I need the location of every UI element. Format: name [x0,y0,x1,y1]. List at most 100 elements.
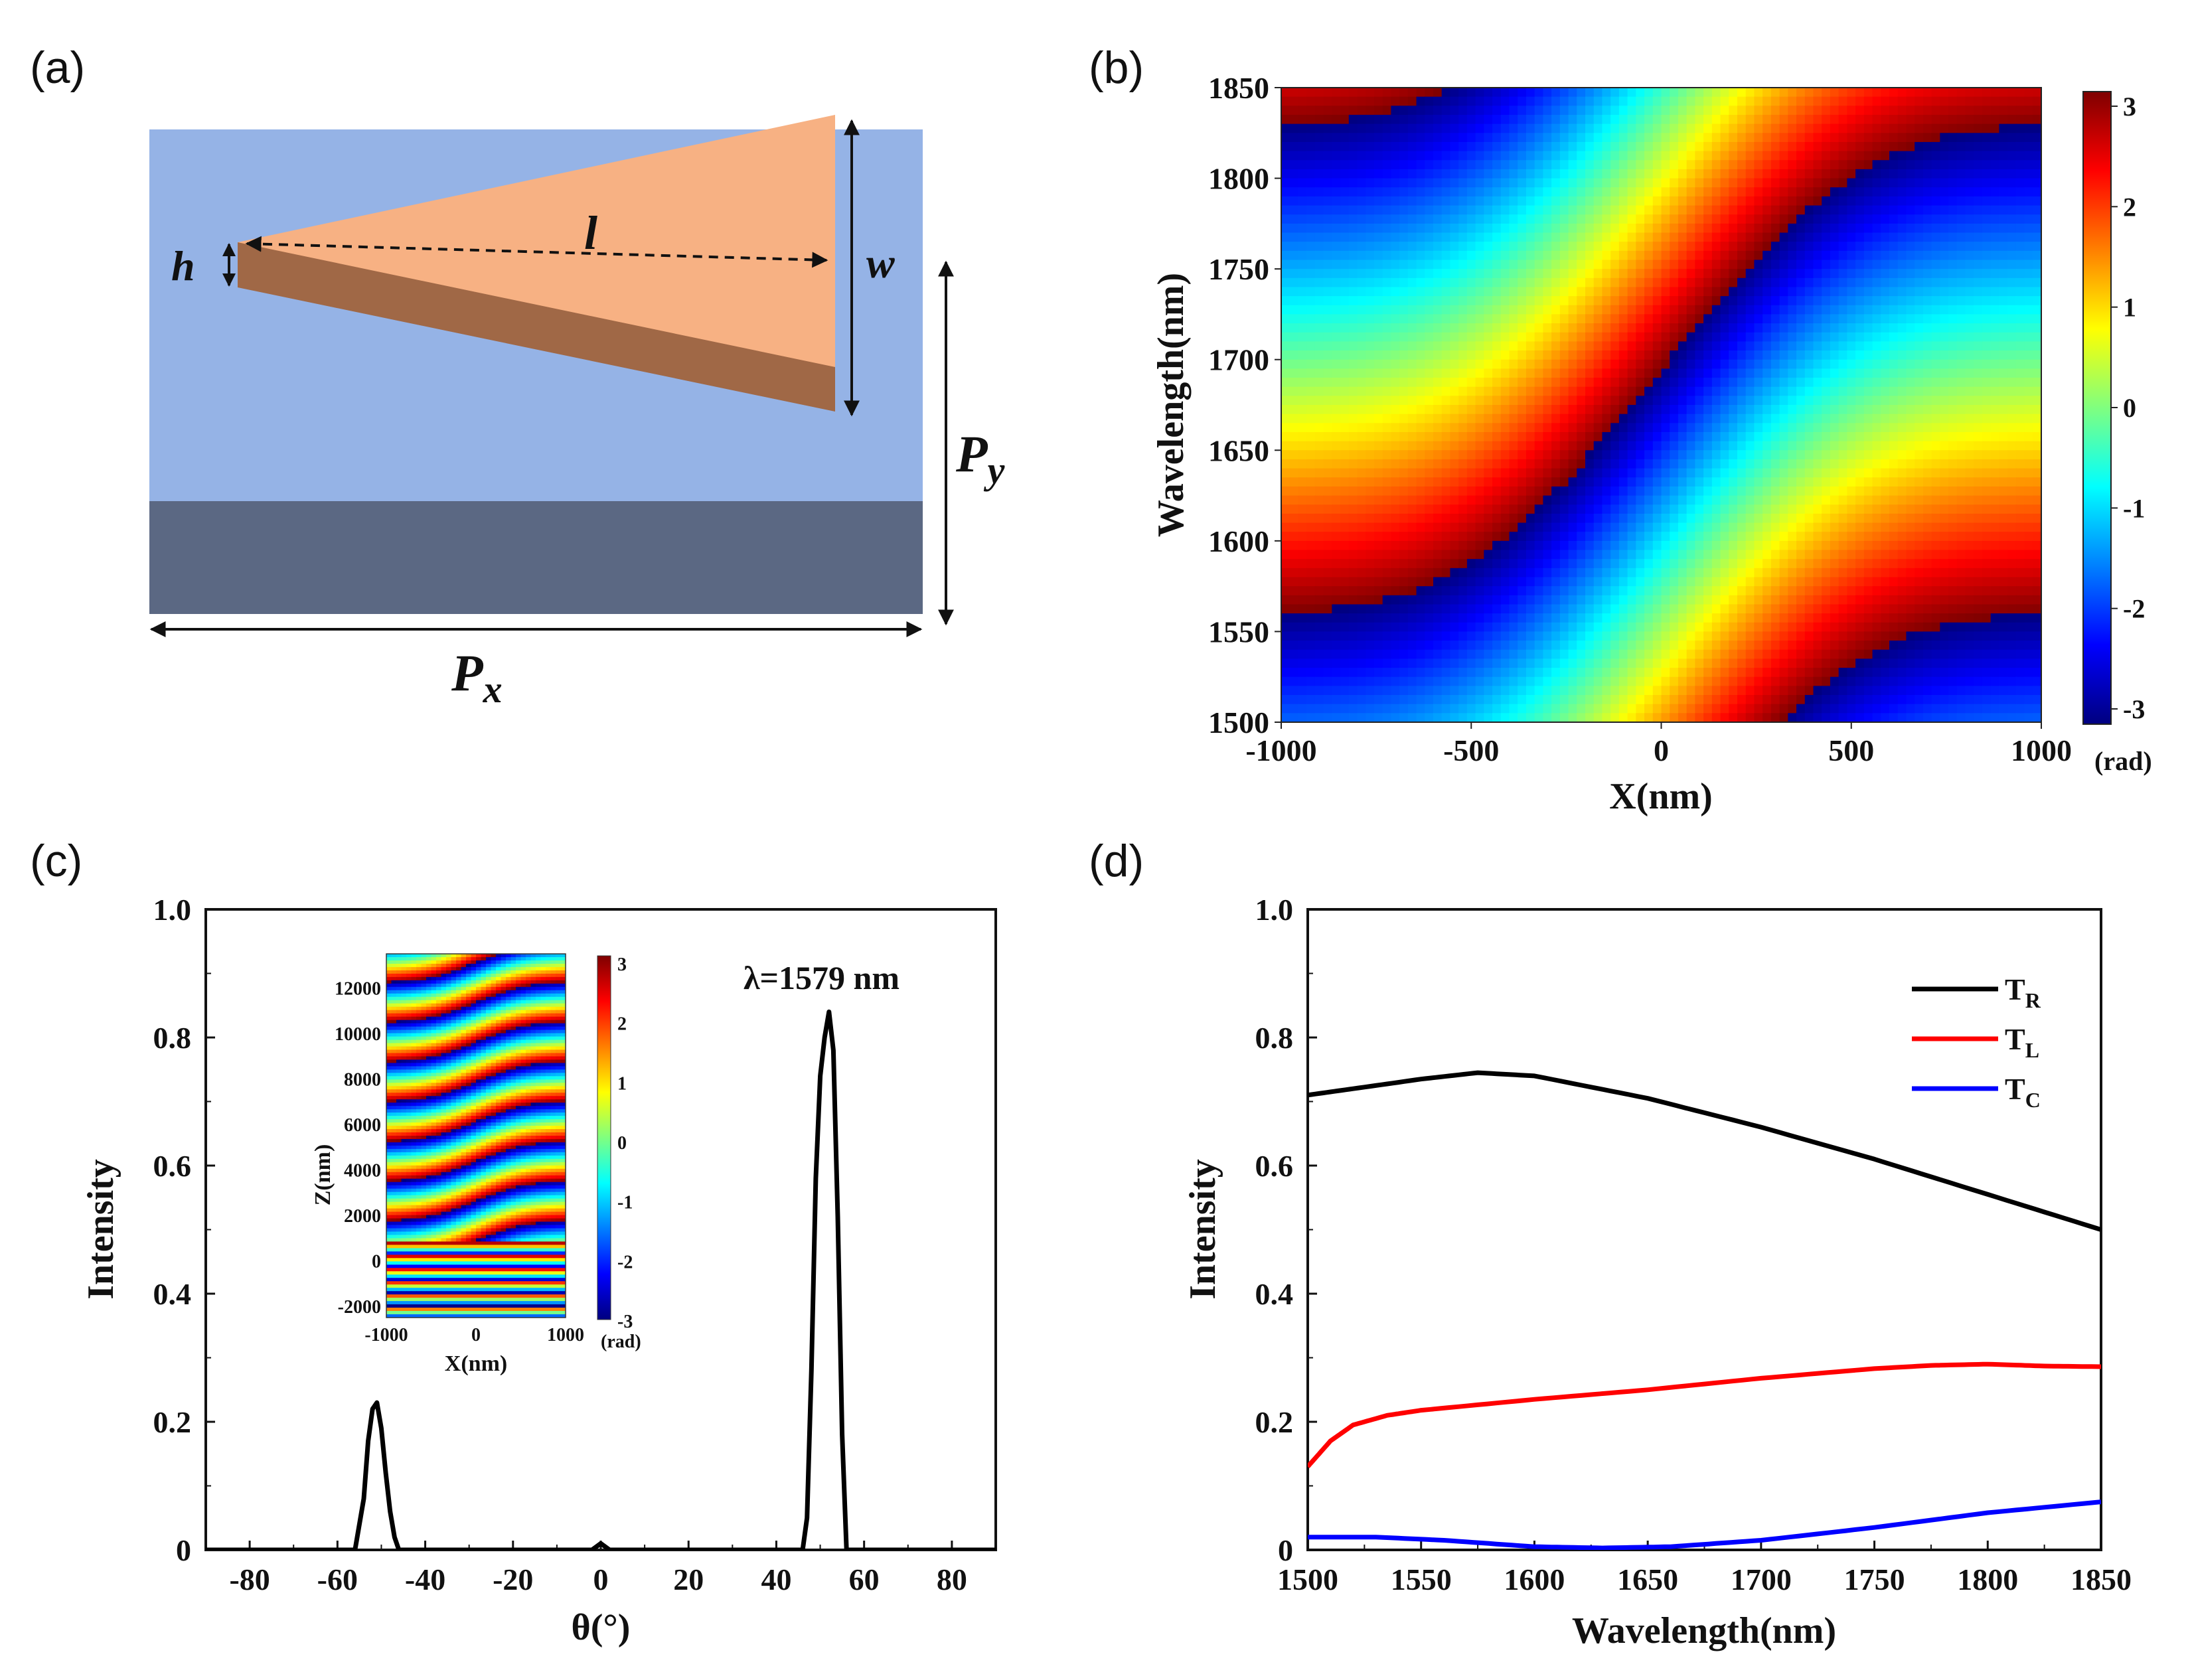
phase-map-cell [1475,341,1485,351]
phase-map-cell [1382,314,1392,324]
phase-map-cell [1711,532,1721,542]
phase-map-cell [1922,114,1932,125]
phase-map-cell [1922,359,1932,370]
phase-map-cell [2024,532,2034,542]
phase-map-cell [1855,495,1865,506]
phase-map-cell [1906,169,1915,179]
phase-map-cell [1373,141,1383,152]
phase-map-cell [1737,396,1747,406]
phase-map-cell [1348,577,1358,587]
phase-map-cell [1627,178,1637,189]
phase-map-cell [1830,223,1839,234]
phase-map-cell [1678,151,1687,161]
phase-map-cell [1830,431,1839,442]
phase-map-cell [1670,260,1679,269]
phase-map-cell [1298,450,1307,460]
phase-map-cell [1289,350,1299,360]
phase-map-cell [1644,459,1654,469]
phase-map-cell [1314,532,1324,542]
phase-map-cell [1450,522,1459,532]
phase-map-cell [1855,260,1865,269]
phase-map-cell [1838,332,1848,343]
phase-map-cell [1559,287,1569,297]
phase-map-cell [1450,550,1459,560]
phase-map-cell [1695,386,1704,397]
phase-map-cell [1543,287,1552,297]
phase-map-cell [1577,431,1586,442]
phase-map-cell [1518,414,1527,424]
phase-map-cell [1822,96,1831,107]
phase-map-cell [1931,559,1941,569]
phase-map-cell [1847,341,1856,351]
phase-map-cell [1340,350,1350,360]
phase-map-cell [1357,368,1367,378]
phase-map-cell [1551,232,1561,242]
phase-map-cell [1525,441,1535,451]
phase-map-cell [1627,368,1637,378]
phase-map-cell [1551,114,1561,125]
phase-map-cell [1670,160,1679,170]
phase-map-cell [1466,296,1476,306]
phase-map-cell [1298,223,1307,234]
phase-map-cell [1940,106,1949,115]
phase-map-cell [1450,396,1459,406]
phase-map-cell [1433,88,1443,98]
phase-map-cell [1551,368,1561,378]
phase-map-cell [1729,88,1738,98]
phase-map-cell [2024,160,2034,170]
phase-map-cell [1382,386,1392,397]
phase-map-cell [1974,405,1983,415]
phase-map-cell [1661,477,1671,487]
phase-map-cell [1847,568,1856,578]
phase-map-cell [1661,260,1671,269]
phase-map-cell [1433,522,1443,532]
phase-map-cell [1661,214,1671,224]
phase-map-cell [1872,522,1882,532]
phase-map-cell [1399,414,1409,424]
phase-map-cell [1416,314,1426,324]
phase-map-cell [1610,559,1620,569]
phase-map-cell [1931,323,1941,333]
phase-map-cell [1340,423,1350,433]
phase-map-cell [1855,178,1865,189]
phase-map-cell [1990,305,2000,315]
phase-map-cell [1804,305,1814,315]
phase-map-cell [1762,540,1772,551]
phase-map-cell [1399,396,1409,406]
phase-map-cell [1618,250,1628,261]
phase-map-cell [2015,305,2025,315]
phase-map-cell [1678,106,1687,115]
phase-map-cell [1458,106,1468,115]
phase-map-cell [1720,305,1730,315]
phase-map-cell [1585,223,1595,234]
phase-map-cell [1559,187,1569,197]
phase-map-cell [1289,540,1299,551]
phase-map-cell [1433,495,1443,506]
phase-map-cell [1399,260,1409,269]
phase-map-cell [1441,88,1451,98]
phase-map-cell [1965,332,1975,343]
phase-map-cell [1644,178,1654,189]
phase-map-cell [1889,568,1899,578]
phase-map-cell [1332,269,1341,279]
phase-map-cell [1720,196,1730,206]
phase-map-cell [1332,88,1341,98]
phase-map-cell [1357,359,1367,370]
phase-map-cell [1500,269,1510,279]
phase-map-cell [1466,577,1476,587]
phase-map-cell [1559,368,1569,378]
phase-map-cell [1534,513,1544,524]
phase-map-cell [1872,106,1882,115]
phase-map-cell [2007,504,2017,514]
phase-map-cell [1636,287,1645,297]
phase-map-cell [1314,187,1324,197]
phase-map-cell [1618,532,1628,542]
phase-map-cell [1323,232,1333,242]
phase-map-cell [1391,141,1400,152]
phase-map-cell [1559,486,1569,496]
phase-map-cell [1678,477,1687,487]
phase-map-cell [1518,368,1527,378]
phase-map-cell [1745,314,1755,324]
phase-map-cell [1577,486,1586,496]
phase-map-cell [2024,504,2034,514]
